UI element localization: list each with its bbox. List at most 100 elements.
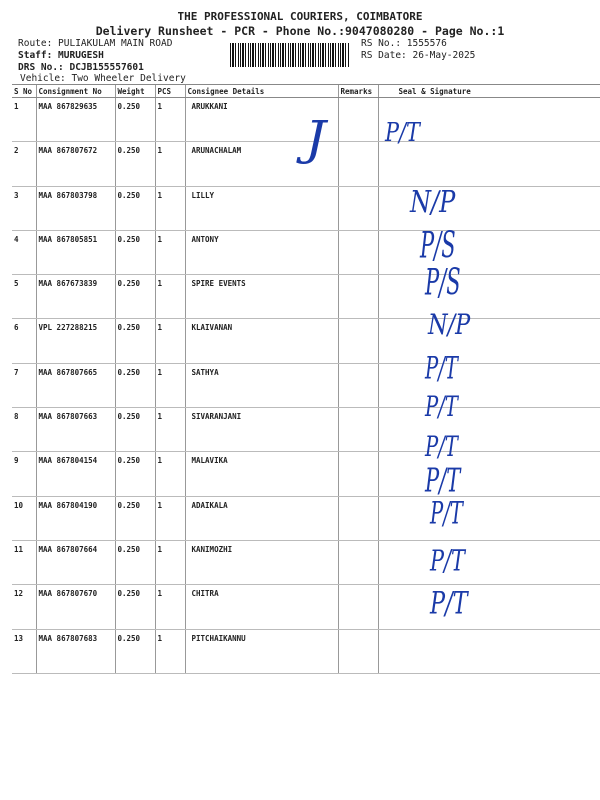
s-no: 12 [12,584,36,630]
consignee-name: SPIRE EVENTS [184,274,338,320]
staff: Staff: MURUGESH [18,50,104,61]
consignee-name: SATHYA [184,363,338,409]
pcs: 1 [154,629,185,674]
consignment-no: MAA 867673839 [35,274,115,320]
remarks [337,186,378,231]
weight: 0.250 [114,629,155,674]
pcs: 1 [154,230,185,276]
weight: 0.250 [114,407,155,453]
consignment-no: MAA 867807663 [35,407,115,453]
pcs: 1 [154,540,185,586]
signature [377,97,600,143]
remarks [337,318,378,364]
handwritten-note: P/S [425,262,461,304]
table-row: 2 MAA 867807672 0.250 1 ARUNACHALAM [12,141,600,187]
vehicle: Vehicle: Two Wheeler Delivery [20,73,186,84]
consignment-no: MAA 867803798 [35,186,115,231]
signature [377,540,600,586]
s-no: 13 [12,629,36,674]
remarks [337,230,378,276]
table-row: 4 MAA 867805851 0.250 1 ANTONY [12,230,600,276]
weight: 0.250 [114,274,155,320]
signature [377,629,600,674]
pcs: 1 [154,141,185,187]
weight: 0.250 [114,584,155,630]
signature [377,451,600,497]
signature [377,496,600,541]
pcs: 1 [154,318,185,364]
consignment-no: MAA 867807665 [35,363,115,409]
signature [377,274,600,320]
handwritten-note: P/S [420,225,456,267]
s-no: 10 [12,496,36,541]
weight: 0.250 [114,318,155,364]
barcode [230,43,350,67]
handwritten-note: P/T [425,390,458,423]
remarks [337,496,378,541]
pcs: 1 [154,274,185,320]
drs-number: DRS No.: DCJB155557601 [18,62,144,73]
col-consignee: Consignee Details [184,84,338,98]
consignee-name: PITCHAIKANNU [184,629,338,674]
handwritten-note: P/T [425,462,461,501]
weight: 0.250 [114,363,155,409]
handwritten-note: P/T [430,495,463,532]
remarks [337,584,378,630]
handwritten-note: P/T [430,585,468,622]
s-no: 8 [12,407,36,453]
remarks [337,274,378,320]
consignee-name: ARUKKANI [184,97,338,143]
handwritten-note: N/P [428,308,471,341]
remarks [337,363,378,409]
s-no: 6 [12,318,36,364]
consignment-no: MAA 867805851 [35,230,115,276]
s-no: 1 [12,97,36,143]
col-signature: Seal & Signature [377,84,600,98]
weight: 0.250 [114,97,155,143]
signature [377,186,600,231]
handwritten-note: N/P [410,185,456,220]
remarks [337,451,378,497]
consignment-no: MAA 867807670 [35,584,115,630]
col-pcs: PCS [154,84,185,98]
weight: 0.250 [114,496,155,541]
weight: 0.250 [114,186,155,231]
consignee-name: ADAIKALA [184,496,338,541]
pcs: 1 [154,407,185,453]
consignee-name: CHITRA [184,584,338,630]
signature [377,318,600,364]
signature [377,407,600,453]
handwritten-note: P/T [425,430,458,463]
consignee-name: LILLY [184,186,338,231]
handwritten-note: J [305,112,326,166]
remarks [337,629,378,674]
col-consignment: Consignment No [35,84,115,98]
remarks [337,141,378,187]
table-row: 13 MAA 867807683 0.250 1 PITCHAIKANNU [12,629,600,674]
route: Route: PULIAKULAM MAIN ROAD [18,38,173,49]
consignment-no: MAA 867829635 [35,97,115,143]
runsheet-title: Delivery Runsheet - PCR - Phone No.:9047… [95,24,505,38]
table-row: 12 MAA 867807670 0.250 1 CHITRA [12,584,600,630]
pcs: 1 [154,496,185,541]
consignee-name: SIVARANJANI [184,407,338,453]
table-row: 11 MAA 867807664 0.250 1 KANIMOZHI [12,540,600,586]
pcs: 1 [154,451,185,497]
signature [377,584,600,630]
consignment-no: MAA 867807664 [35,540,115,586]
consignee-name: KLAIVANAN [184,318,338,364]
remarks [337,97,378,143]
table-header: S No Consignment No Weight PCS Consignee… [12,84,600,98]
consignment-no: MAA 867804154 [35,451,115,497]
weight: 0.250 [114,540,155,586]
s-no: 2 [12,141,36,187]
handwritten-note: P/T [385,118,420,148]
weight: 0.250 [114,451,155,497]
weight: 0.250 [114,141,155,187]
table-row: 5 MAA 867673839 0.250 1 SPIRE EVENTS [12,274,600,320]
col-remarks: Remarks [337,84,378,98]
rs-date: RS Date: 26-May-2025 [361,50,476,61]
pcs: 1 [154,186,185,231]
table-row: 1 MAA 867829635 0.250 1 ARUKKANI [12,97,600,143]
